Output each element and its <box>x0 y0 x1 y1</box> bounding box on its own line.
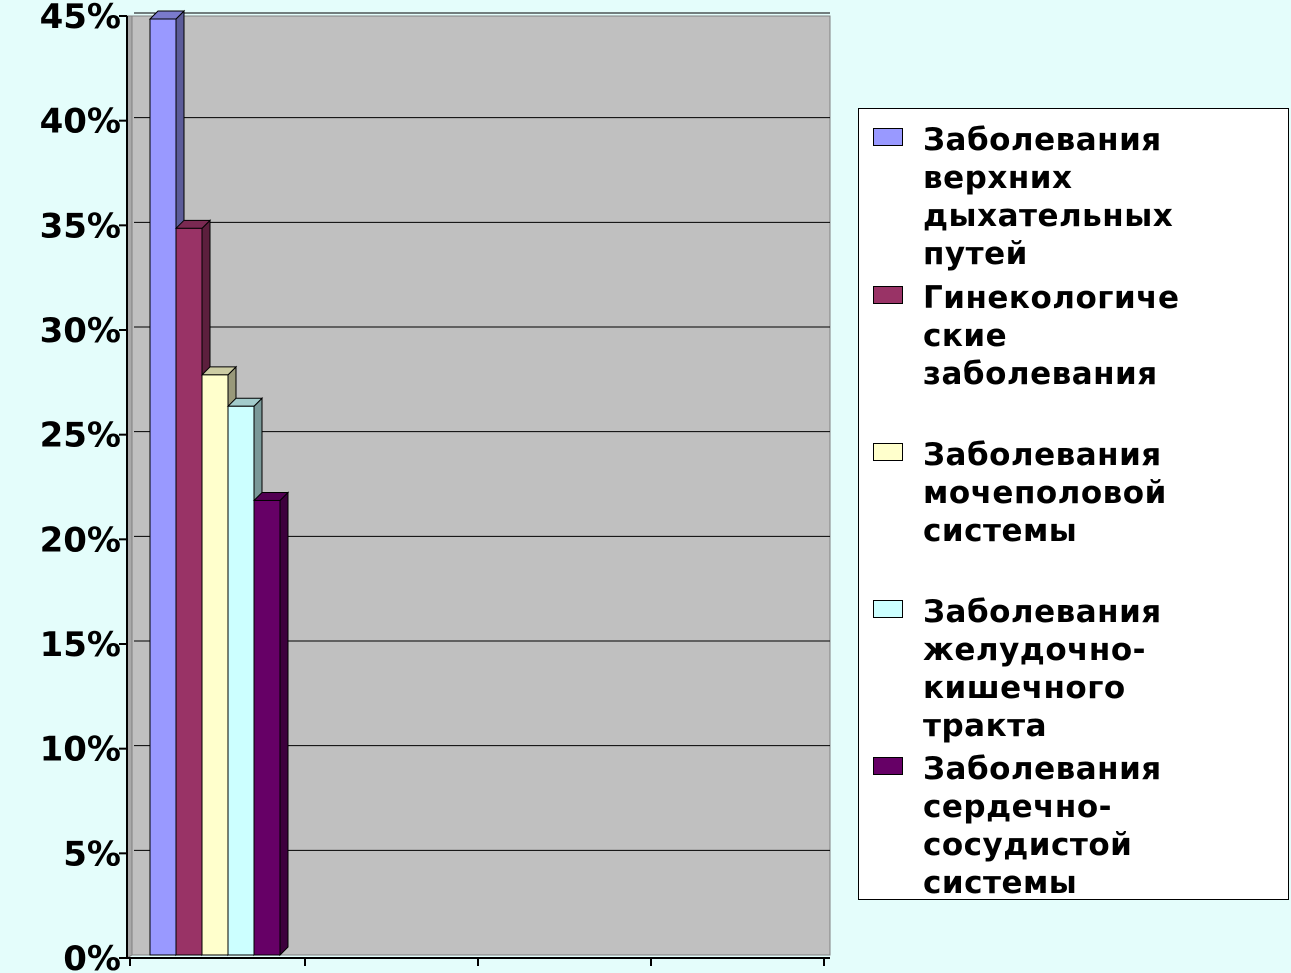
legend-swatch-gastrointestinal <box>873 600 903 618</box>
legend-label-cardiovascular: Заболевания сердечно- сосудистой системы <box>923 751 1162 901</box>
bar <box>227 405 255 956</box>
legend-label-gastrointestinal: Заболевания желудочно- кишечного тракта <box>923 594 1162 744</box>
y-tick-label: 35% <box>40 206 121 246</box>
bar <box>253 499 281 956</box>
y-tick-label: 45% <box>40 0 121 37</box>
y-tick-label: 30% <box>40 311 121 351</box>
y-axis: 0% 5% 10% 15% 20% 25% 30% 35% 40% 45% <box>40 0 830 973</box>
legend-swatch-gynecological <box>873 286 903 304</box>
legend-label-gynecological: Гинекологиче ские заболевания <box>923 280 1180 392</box>
y-tick-label: 25% <box>40 416 121 456</box>
y-tick-label: 5% <box>63 834 121 874</box>
y-tick-label: 15% <box>40 625 121 665</box>
y-tick-label: 0% <box>63 939 121 973</box>
legend-swatch-upper-respiratory <box>873 128 903 146</box>
legend-label-genitourinary: Заболевания мочеполовой системы <box>923 437 1167 549</box>
legend-swatch-genitourinary <box>873 443 903 461</box>
legend-label-upper-respiratory: Заболевания верхних дыхательных путей <box>923 122 1174 272</box>
bar-side <box>279 491 289 957</box>
legend-swatch-cardiovascular <box>873 757 903 775</box>
bar <box>201 374 229 956</box>
bars <box>148 9 290 957</box>
y-tick-label: 20% <box>40 520 121 560</box>
y-tick-label: 10% <box>40 730 121 770</box>
y-tick-label: 40% <box>40 102 121 142</box>
bar <box>175 227 203 956</box>
bar <box>149 18 177 956</box>
legend: Заболевания верхних дыхательных путей Ги… <box>858 108 1289 901</box>
